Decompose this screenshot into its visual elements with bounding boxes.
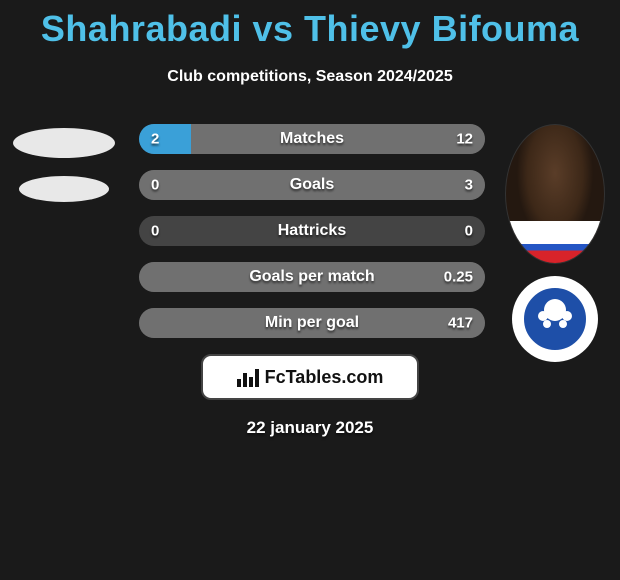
stat-value-right: 0.25 — [444, 269, 473, 286]
stat-bars: 2 Matches 12 0 Goals 3 0 Hattricks 0 Goals per ma… — [135, 124, 485, 338]
club-badge-inner — [524, 288, 586, 350]
stat-row: Goals per match 0.25 — [139, 262, 485, 292]
player-left-avatar-1 — [13, 128, 115, 158]
page-title: Shahrabadi vs Thievy Bifouma — [0, 0, 620, 50]
stat-value-left: 2 — [151, 131, 159, 148]
stat-value-right: 0 — [465, 223, 473, 240]
stat-label: Matches — [280, 130, 344, 148]
player-left-col — [8, 128, 120, 220]
player-left-avatar-2 — [19, 176, 109, 202]
stat-value-right: 12 — [456, 131, 473, 148]
stat-label: Goals per match — [249, 268, 374, 286]
stat-value-left: 0 — [151, 223, 159, 240]
brand-text: FcTables.com — [265, 367, 384, 388]
bar-chart-icon — [237, 367, 259, 387]
stat-label: Min per goal — [265, 314, 359, 332]
stat-label: Goals — [290, 176, 334, 194]
date-text: 22 january 2025 — [0, 418, 620, 438]
stat-value-left: 0 — [151, 177, 159, 194]
stats-area: 2 Matches 12 0 Goals 3 0 Hattricks 0 Goals per ma… — [0, 124, 620, 338]
club-badge — [512, 276, 598, 362]
stat-bar-left-fill — [139, 124, 191, 154]
stat-row: 0 Goals 3 — [139, 170, 485, 200]
player-right-col — [500, 124, 610, 362]
stat-row: 2 Matches 12 — [139, 124, 485, 154]
stat-row: Min per goal 417 — [139, 308, 485, 338]
stat-row: 0 Hattricks 0 — [139, 216, 485, 246]
stat-label: Hattricks — [278, 222, 346, 240]
subtitle: Club competitions, Season 2024/2025 — [0, 68, 620, 86]
player-right-photo — [505, 124, 605, 264]
stat-value-right: 417 — [448, 315, 473, 332]
brand-box: FcTables.com — [201, 354, 419, 400]
stat-value-right: 3 — [465, 177, 473, 194]
